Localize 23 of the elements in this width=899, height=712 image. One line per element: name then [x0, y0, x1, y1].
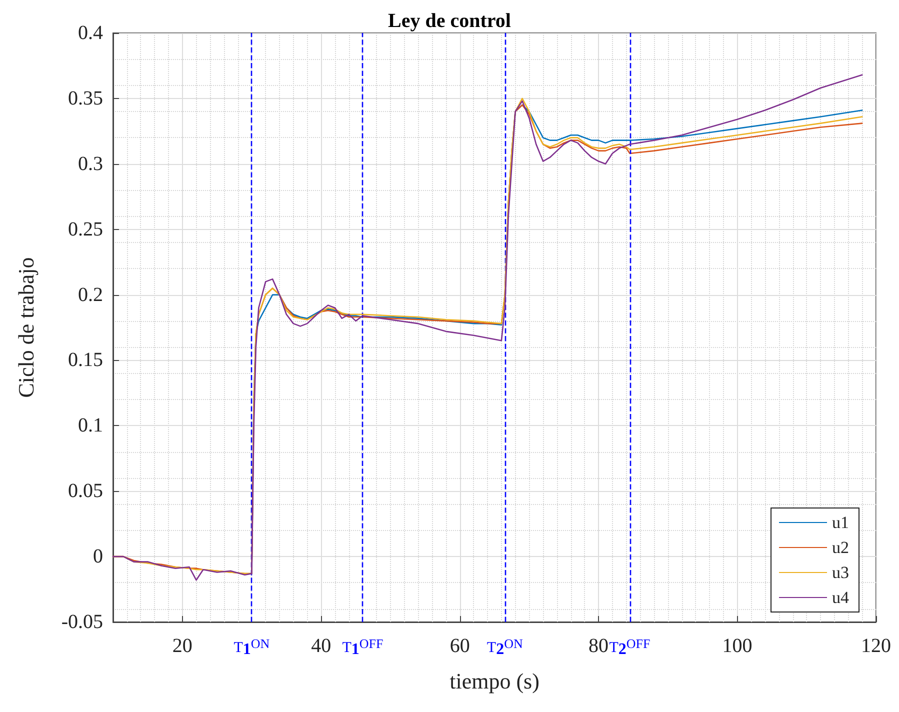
y-tick-label: 0.4 — [78, 22, 103, 44]
legend-label: u2 — [832, 538, 849, 557]
x-tick-label: 80 — [588, 635, 609, 657]
x-tick-label: 60 — [450, 635, 470, 657]
y-tick-label: 0.3 — [78, 152, 103, 175]
legend-label: u1 — [832, 513, 849, 532]
y-tick-label: 0 — [93, 546, 103, 568]
y-tick-label: 0.1 — [78, 414, 103, 437]
y-axis-title: Ciclo de trabajo — [14, 257, 38, 398]
y-tick-label: 0.25 — [68, 218, 103, 240]
legend-label: u4 — [832, 588, 850, 607]
x-tick-label: 40 — [311, 635, 332, 657]
y-tick-label: 0.35 — [68, 87, 103, 110]
x-tick-label: 100 — [722, 635, 752, 657]
y-tick-label: 0.2 — [78, 284, 103, 306]
x-axis-title: tiempo (s) — [450, 668, 540, 694]
chart-title: Ley de control — [388, 10, 512, 32]
legend-label: u3 — [832, 563, 849, 582]
y-tick-label: 0.05 — [68, 480, 103, 502]
y-tick-label: -0.05 — [61, 611, 103, 633]
x-tick-label: 120 — [861, 635, 891, 657]
y-tick-label: 0.15 — [68, 349, 103, 372]
x-tick-label: 20 — [172, 635, 192, 657]
